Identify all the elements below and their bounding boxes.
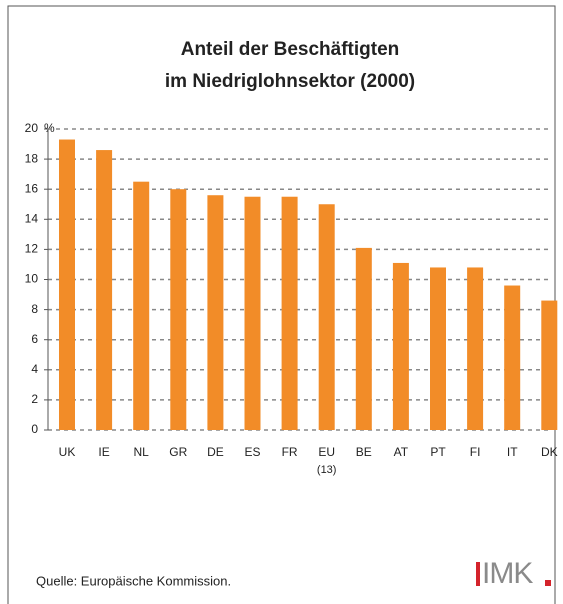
y-tick-label: 10 xyxy=(25,272,39,286)
y-tick-label: 20 xyxy=(25,121,39,135)
y-tick-label: 4 xyxy=(31,362,38,376)
bar xyxy=(207,195,224,430)
x-tick-label: GR xyxy=(169,445,187,459)
bar xyxy=(281,196,298,430)
x-tick-label: DK xyxy=(541,445,558,459)
y-tick-label: 16 xyxy=(25,181,39,195)
y-unit: % xyxy=(44,121,55,135)
x-tick-label: EU (13) xyxy=(317,445,337,476)
bar xyxy=(318,204,335,430)
y-tick-label: 6 xyxy=(31,332,38,346)
chart-title: im Niedriglohnsektor (2000) xyxy=(165,71,415,92)
bar xyxy=(244,196,261,430)
bar xyxy=(392,262,409,430)
bar xyxy=(96,150,113,430)
logo-dot xyxy=(545,580,551,586)
x-tick-label: NL xyxy=(134,445,150,459)
bar xyxy=(170,189,187,430)
x-tick-label: DE xyxy=(207,445,224,459)
y-tick-label: 0 xyxy=(31,422,38,436)
y-tick-label: 18 xyxy=(25,151,39,165)
x-tick-label: BE xyxy=(356,445,372,459)
x-tick-label: IE xyxy=(98,445,109,459)
x-tick-label: ES xyxy=(244,445,260,459)
x-tick-label: UK xyxy=(59,445,76,459)
x-tick-label: PT xyxy=(430,445,446,459)
bar xyxy=(541,300,558,430)
bar xyxy=(355,247,372,430)
logo-bar xyxy=(476,562,480,586)
chart-title: Anteil der Beschäftigten xyxy=(181,39,400,60)
bar xyxy=(467,267,484,430)
x-tick-label: FR xyxy=(282,445,298,459)
x-tick-label: IT xyxy=(507,445,518,459)
y-tick-label: 8 xyxy=(31,302,38,316)
bar xyxy=(430,267,446,430)
bar xyxy=(59,139,75,430)
bar xyxy=(133,181,150,430)
y-tick-label: 14 xyxy=(25,211,39,225)
logo: IMK xyxy=(482,557,533,590)
x-tick-label: AT xyxy=(394,445,409,459)
bar xyxy=(504,285,521,430)
x-tick-label: FI xyxy=(470,445,481,459)
source: Quelle: Europäische Kommission. xyxy=(36,573,231,588)
y-tick-label: 2 xyxy=(31,392,38,406)
y-tick-label: 12 xyxy=(25,242,39,256)
